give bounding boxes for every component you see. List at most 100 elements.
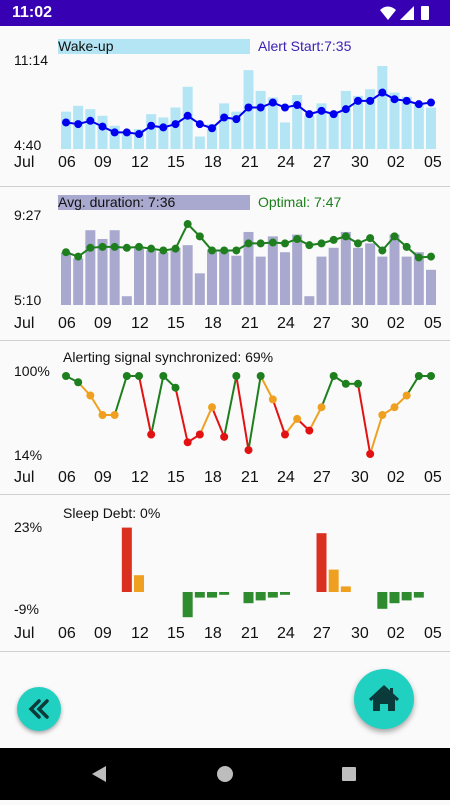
chart-bar (389, 592, 400, 604)
chart-point (62, 372, 70, 380)
chart-bar (255, 256, 266, 305)
chart-point (402, 242, 411, 251)
x-tick-label: 18 (204, 625, 222, 642)
x-tick-label: 09 (94, 625, 112, 642)
chart-bar (304, 115, 315, 149)
chart-bar (267, 236, 278, 305)
chart-bar (182, 592, 193, 618)
chart-point (378, 88, 387, 97)
nav-home-icon (217, 766, 233, 782)
chart-point (329, 110, 338, 119)
chart-bar (413, 252, 424, 305)
chart-point (244, 239, 253, 248)
chart-point (86, 391, 95, 400)
chart-bar (328, 111, 339, 149)
divider (0, 186, 450, 187)
chart-point (390, 232, 399, 241)
debt-y-bottom: -9% (14, 601, 39, 617)
chart-point (183, 220, 192, 229)
chart-point (414, 100, 423, 109)
chart-point (390, 95, 399, 104)
chart-point (329, 235, 338, 244)
chart-point (341, 105, 350, 114)
chart-bar (365, 243, 376, 305)
duration-chart (58, 195, 436, 305)
chart-bar (109, 125, 120, 149)
chart-point (281, 239, 289, 248)
x-tick-label: 21 (241, 625, 259, 642)
chart-bar (134, 575, 144, 592)
chart-segment (369, 414, 384, 455)
chart-bar (231, 111, 242, 149)
chart-point (195, 232, 204, 241)
divider (0, 651, 450, 652)
home-button[interactable] (354, 669, 414, 729)
chart-point (366, 234, 375, 243)
chart-point (74, 120, 83, 129)
x-tick-label: 02 (387, 315, 405, 332)
chart-point (414, 372, 423, 380)
chart-point (135, 242, 143, 251)
x-tick-label: 18 (204, 315, 222, 332)
chart-bar (401, 592, 412, 601)
chart-point (98, 242, 107, 251)
alerting-chart (62, 372, 435, 458)
chart-point (74, 252, 83, 261)
chart-point (122, 128, 131, 137)
chart-point (171, 120, 180, 129)
chart-bar (207, 249, 217, 305)
chart-bar (353, 95, 363, 149)
chart-point (220, 432, 229, 441)
chart-point (414, 253, 423, 262)
chart-point (122, 372, 131, 380)
x-tick-label: 02 (387, 625, 405, 642)
wakeup-title: Wake-up (58, 38, 114, 54)
chart-bar (292, 234, 303, 305)
x-tick-label: 05 (424, 469, 442, 486)
chart-point (354, 239, 362, 248)
chart-bar (340, 231, 351, 305)
wakeup-y-top: 11:14 (14, 52, 48, 68)
nav-back-icon (92, 766, 106, 782)
optimal-label: Optimal: 7:47 (258, 194, 342, 210)
chart-point (110, 411, 119, 419)
duration-y-bottom: 5:10 (14, 292, 42, 308)
chart-point (159, 372, 168, 380)
chart-point (183, 438, 192, 447)
chart-point (281, 430, 289, 439)
chart-bar (401, 256, 412, 305)
chart-bar (413, 103, 424, 149)
double-chevron-left-icon (28, 699, 49, 719)
chart-bar (231, 255, 242, 305)
chart-point (305, 110, 314, 119)
chart-point (220, 113, 229, 122)
chart-segment (211, 406, 226, 438)
chart-point (195, 430, 204, 439)
chart-segment (113, 375, 128, 416)
chart-point (183, 111, 192, 120)
back-button[interactable] (17, 687, 61, 731)
wifi-icon (380, 6, 396, 20)
x-tick-label: 15 (167, 315, 185, 332)
chart-segment (357, 383, 372, 455)
chart-bar (340, 586, 351, 592)
chart-point (135, 130, 143, 139)
chart-point (159, 246, 168, 255)
wakeup-panel: Wake-up Alert Start:7:35 11:14 4:40 Jul 0… (0, 26, 450, 186)
chart-bar (146, 114, 157, 149)
x-tick-label: 18 (204, 469, 222, 486)
chart-bar (146, 250, 157, 305)
battery-icon (421, 6, 429, 20)
chart-bar (194, 592, 205, 598)
chart-point (244, 446, 253, 455)
x-tick-label: 06 (58, 469, 76, 486)
navigation-bar (0, 748, 450, 800)
chart-bar (267, 97, 278, 149)
chart-point (147, 121, 156, 130)
x-tick-label: 27 (313, 154, 331, 171)
chart-point (354, 379, 362, 388)
chart-bar (353, 247, 363, 305)
x-tick-label: 05 (424, 625, 442, 642)
chart-point (341, 379, 350, 388)
chart-bar (280, 592, 290, 595)
